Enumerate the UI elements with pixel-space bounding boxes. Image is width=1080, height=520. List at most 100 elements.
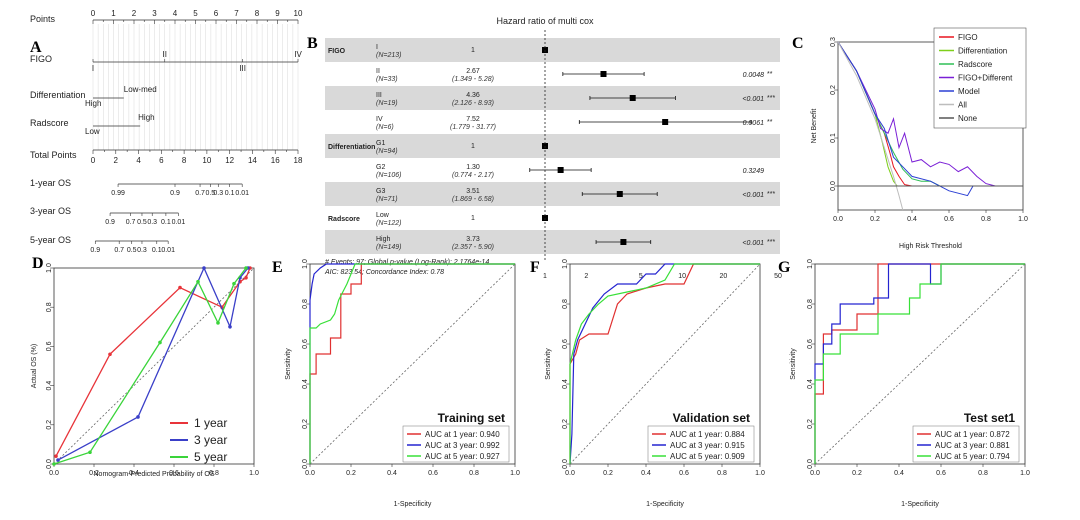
reference-diagonal — [53, 267, 255, 465]
forest-hr-label: 1 — [471, 47, 475, 54]
panel-label-b: B — [307, 35, 318, 52]
set-title: Test set1 — [964, 411, 1015, 425]
y-tick-label: 0.4 — [562, 379, 569, 389]
os-tick-label: 0.3 — [213, 190, 223, 197]
total-points-tick-label: 6 — [159, 156, 164, 165]
x-tick-label: 0.8 — [717, 470, 727, 477]
legend-label: All — [958, 101, 967, 110]
os-tick-label: 0.1 — [225, 190, 235, 197]
x-axis-label: High Risk Threshold — [899, 243, 962, 250]
os-tick-label: 0.01 — [161, 247, 175, 254]
differentiation-level-label: High — [85, 99, 101, 108]
forest-p-label: 0.0061 — [743, 120, 765, 127]
os-tick-label: 0.5 — [127, 247, 137, 254]
points-tick-label: 4 — [173, 9, 178, 18]
y-tick-label: 0.2 — [302, 419, 309, 429]
series-line — [569, 263, 760, 464]
legend-label: 1 year — [194, 416, 227, 430]
y-axis-label: Actual OS (%) — [31, 344, 38, 388]
roc-validation-panel: 0.0 0.2 0.4 0.6 0.8 1.0 0.0 0.2 0.4 0.6 0.8 1.0 1-Sp… — [545, 259, 765, 508]
series-point — [202, 266, 206, 270]
series-point — [196, 279, 200, 284]
forest-ci-label: (1.869 - 6.58) — [452, 196, 494, 203]
forest-level-label: I — [376, 44, 378, 51]
os-tick-label: 0.5 — [205, 190, 215, 197]
os-tick-label: 0.01 — [235, 190, 249, 197]
forest-ci-label: (2.357 - 5.90) — [452, 244, 494, 251]
forest-significance-label: ** — [767, 119, 773, 126]
x-tick-label: 1.0 — [510, 470, 520, 477]
legend-label: Differentiation — [958, 47, 1007, 56]
forest-variable-label: FIGO — [328, 48, 346, 55]
forest-row-shade — [325, 38, 780, 62]
roc-training-panel: 0.0 0.2 0.4 0.6 0.8 1.0 0.0 0.2 0.4 0.6 0.8 1.0 1-Sp… — [285, 259, 520, 508]
legend-label: AUC at 1 year: 0.884 — [670, 430, 745, 439]
legend-label: AUC at 5 year: 0.909 — [670, 452, 745, 461]
points-tick-label: 6 — [214, 9, 219, 18]
plot-frame — [53, 267, 255, 465]
forest-estimate-marker — [600, 71, 607, 77]
legend-label: AUC at 5 year: 0.927 — [425, 452, 500, 461]
x-tick-label: 0.0 — [49, 470, 59, 477]
reference-diagonal — [569, 263, 761, 465]
y-tick-label: 0.0 — [807, 459, 814, 469]
forest-x-tick-label: 50 — [774, 273, 782, 280]
series-point — [88, 450, 92, 455]
os-tick-label: 0.3 — [147, 219, 157, 226]
forest-significance-label: *** — [767, 95, 775, 102]
forest-n-label: (N=6) — [376, 124, 394, 131]
nomogram-row-label: FIGO — [30, 54, 52, 64]
forest-n-label: (N=106) — [376, 172, 401, 179]
forest-hr-label: 3.51 — [466, 188, 480, 195]
panel-label-f: F — [530, 259, 540, 276]
x-tick-label: 0.2 — [852, 470, 862, 477]
y-tick-label: 0.0 — [46, 459, 53, 469]
forest-row-shade — [325, 182, 780, 206]
forest-p-label: 0.0048 — [743, 72, 765, 79]
legend-label: AUC at 1 year: 0.872 — [935, 430, 1010, 439]
forest-level-label: G2 — [376, 164, 385, 171]
legend-label: AUC at 1 year: 0.940 — [425, 430, 500, 439]
series-point — [216, 321, 220, 325]
panel-label-c: C — [792, 35, 804, 52]
forest-p-label: <0.001 — [742, 192, 764, 199]
os-tick-label: 0.5 — [137, 219, 147, 226]
panel-label-g: G — [778, 259, 791, 276]
differentiation-level-label: Low-med — [124, 85, 157, 94]
forest-estimate-marker — [620, 239, 627, 245]
nomogram-row-label: Differentiation — [30, 90, 85, 100]
y-tick-label: 0.0 — [562, 459, 569, 469]
forest-hr-label: 3.73 — [466, 236, 480, 243]
forest-hr-label: 2.67 — [466, 68, 480, 75]
series-line — [309, 263, 515, 464]
set-title: Training set — [438, 411, 505, 425]
forest-n-label: (N=122) — [376, 220, 401, 227]
total-points-tick-label: 2 — [114, 156, 119, 165]
forest-n-label: (N=33) — [376, 76, 398, 83]
roc-test-panel: 0.0 0.2 0.4 0.6 0.8 1.0 0.0 0.2 0.4 0.6 0.8 1.0 1-Sp… — [790, 259, 1030, 508]
y-tick-label: 0.4 — [46, 381, 53, 391]
forest-ci-label: (2.126 - 8.93) — [452, 100, 494, 107]
forest-ci-label: (0.774 - 2.17) — [452, 172, 494, 179]
legend-label: FIGO — [958, 33, 978, 42]
y-tick-label: 0.2 — [807, 419, 814, 429]
figo-level-label: I — [92, 64, 94, 73]
series-line — [837, 41, 974, 197]
y-tick-label: 0.8 — [562, 299, 569, 309]
nomogram-row-label: 3-year OS — [30, 206, 71, 216]
x-tick-label: 0.4 — [387, 470, 397, 477]
x-tick-label: 0.0 — [305, 470, 315, 477]
series-point — [232, 281, 236, 286]
series-point — [136, 415, 140, 419]
y-tick-label: 0.2 — [562, 419, 569, 429]
legend-label: 5 year — [194, 450, 227, 464]
forest-n-label: (N=71) — [376, 196, 398, 203]
figo-level-label: II — [163, 50, 167, 59]
x-tick-label: 0.0 — [565, 470, 575, 477]
forest-estimate-marker — [629, 95, 636, 101]
y-tick-label: 0.8 — [302, 299, 309, 309]
os-tick-label: 0.7 — [114, 247, 124, 254]
forest-ci-label: (1.349 - 5.28) — [452, 76, 494, 83]
nomogram-row-label: 5-year OS — [30, 235, 71, 245]
